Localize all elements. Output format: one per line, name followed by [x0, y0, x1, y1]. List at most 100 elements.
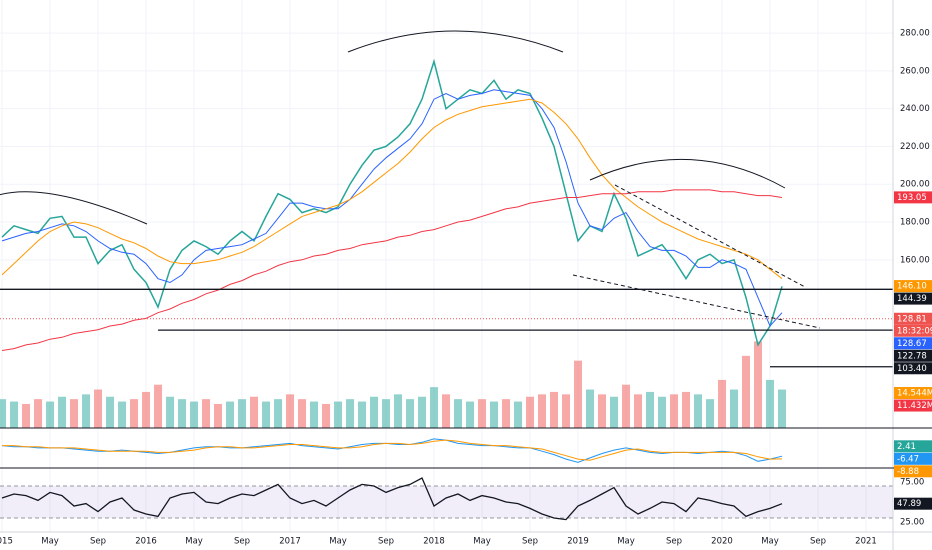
drawings [0, 30, 821, 329]
volume-bar [646, 391, 655, 428]
volume-bar [58, 396, 67, 428]
volume-bar [658, 396, 667, 428]
volume-bar [238, 399, 247, 428]
volume-bar [10, 401, 19, 428]
volume-bar [22, 403, 31, 428]
volume-bar [682, 391, 691, 428]
price-label-box [894, 280, 932, 293]
price-label: 14.544M [897, 389, 932, 399]
price-label-box [894, 312, 932, 325]
volume-bar [418, 396, 427, 428]
volume-bar [754, 341, 763, 428]
volume-bar [574, 360, 583, 428]
volume-bar [298, 399, 307, 428]
price-label: 146.10 [897, 282, 927, 292]
volume-bar [310, 401, 319, 428]
price-label: 128.67 [897, 339, 927, 349]
price-label-box [894, 440, 932, 453]
x-tick-label: Sep [666, 537, 682, 547]
price-line [1, 58, 783, 347]
volume-bar [454, 399, 463, 428]
volume-bar [622, 384, 631, 428]
y-tick-label: 240.00 [900, 104, 930, 114]
x-tick-label: 2019 [567, 537, 589, 547]
volume-bar [214, 403, 223, 428]
x-tick-label: May [761, 537, 779, 547]
x-tick-label: 2021 [855, 537, 877, 547]
price-label: 11.432M [897, 401, 932, 411]
x-tick-label: May [185, 537, 203, 547]
x-tick-label: 2020 [711, 537, 733, 547]
y-tick-label: 260.00 [900, 66, 930, 76]
price-label-box [894, 349, 932, 362]
volume-bar [70, 399, 79, 428]
trend-line [572, 274, 821, 329]
volume-bar [226, 401, 235, 428]
moving-average [1, 98, 783, 280]
y-tick-label: 200.00 [900, 180, 930, 190]
volume-bar [118, 401, 127, 428]
countdown-label: 18:32:09 [897, 326, 932, 336]
volume-bar [634, 394, 643, 428]
volume-bar [778, 389, 787, 428]
y-tick-label: 220.00 [900, 142, 930, 152]
volume-bar [358, 401, 367, 428]
rsi-band [0, 486, 893, 518]
price-label: 2.41 [897, 442, 916, 452]
rsi-line [1, 477, 783, 521]
volume-bar [106, 396, 115, 428]
y-tick-label: 25.00 [900, 518, 924, 528]
x-tick-label: Sep [234, 537, 250, 547]
volume-bar [394, 394, 403, 428]
trend-line [614, 184, 806, 288]
volume-bar [166, 396, 175, 428]
volume-bar [406, 399, 415, 428]
price-label: -8.88 [897, 467, 919, 477]
volume-bar [370, 396, 379, 428]
volume-bar [46, 401, 55, 428]
countdown-box [894, 324, 932, 337]
price-label: 103.40 [897, 364, 927, 374]
price-label-box [894, 465, 932, 478]
x-tick-label: May [617, 537, 635, 547]
volume-bar [202, 399, 211, 428]
volume-bar [538, 394, 547, 428]
arc [589, 158, 786, 189]
moving-average [1, 189, 783, 351]
price-label: 144.39 [897, 294, 927, 304]
volume-bar [526, 396, 535, 428]
volume-bar [766, 379, 775, 428]
volume-bar [274, 399, 283, 428]
volume-bar [730, 389, 739, 428]
volume-bar [34, 399, 43, 428]
arc [347, 30, 564, 53]
volume-bar [250, 396, 259, 428]
volume-bar [490, 401, 499, 428]
volume-bar [742, 355, 751, 428]
volume-bar [694, 394, 703, 428]
volume-bar [190, 401, 199, 428]
volume-bar [442, 394, 451, 428]
x-tick-label: 2017 [279, 537, 301, 547]
volume-bar [262, 401, 271, 428]
volume-bar [598, 394, 607, 428]
y-tick-label: 280.00 [900, 29, 930, 39]
x-tick-label: May [329, 537, 347, 547]
volume-bar [478, 399, 487, 428]
volume-bar [286, 394, 295, 428]
price-label-box [894, 337, 932, 350]
price-label: 193.05 [897, 193, 927, 203]
x-tick-label: May [41, 537, 59, 547]
volume-bar [94, 389, 103, 428]
volume-bar [322, 403, 331, 428]
x-tick-label: Sep [378, 537, 394, 547]
x-tick-label: Sep [810, 537, 826, 547]
moving-average [1, 89, 783, 327]
price-label: 128.81 [897, 314, 927, 324]
price-label-box [894, 292, 932, 305]
x-tick-label: 2018 [423, 537, 445, 547]
x-tick-label: Sep [90, 537, 106, 547]
volume-bar [334, 401, 343, 428]
volume-bar [514, 401, 523, 428]
